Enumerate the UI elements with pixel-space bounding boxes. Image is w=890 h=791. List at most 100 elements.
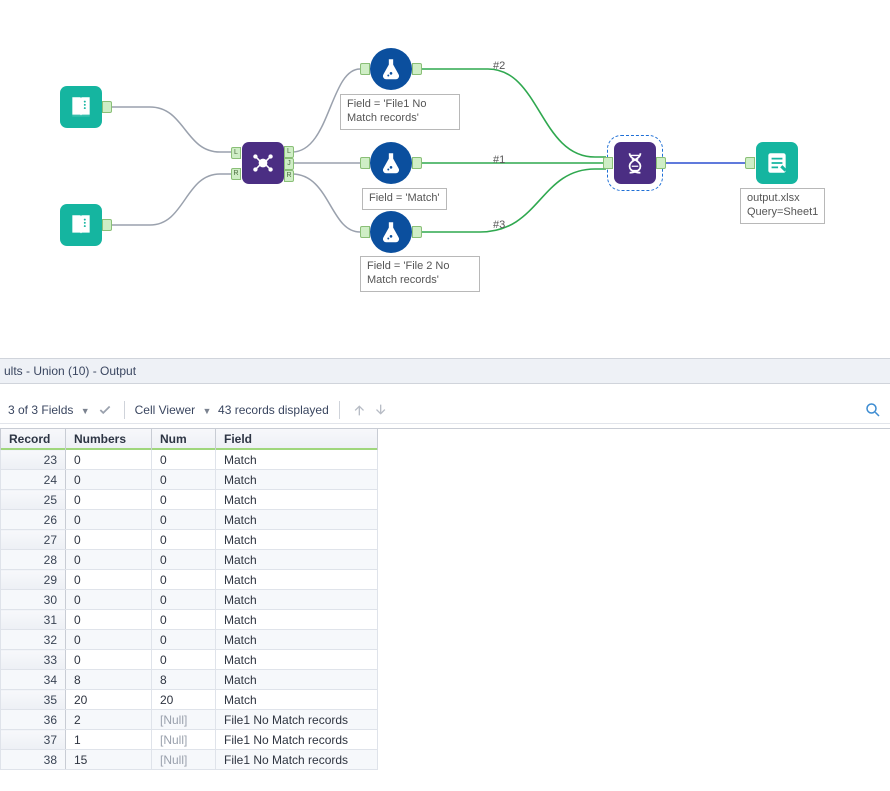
book-icon — [68, 212, 94, 238]
output-tool[interactable] — [756, 142, 798, 184]
table-row[interactable]: 2700Match — [1, 530, 378, 550]
cell-numbers: 20 — [66, 690, 152, 710]
join-out-R[interactable]: R — [284, 170, 294, 182]
tool-anchor-in[interactable] — [360, 157, 370, 169]
col-num[interactable]: Num — [152, 429, 216, 450]
cell-num: 8 — [152, 670, 216, 690]
cell-field: Match — [216, 470, 378, 490]
table-row[interactable]: 3000Match — [1, 590, 378, 610]
cell-num: 0 — [152, 630, 216, 650]
input-tool-2[interactable] — [60, 204, 102, 246]
results-panel-title: ults - Union (10) - Output — [0, 358, 890, 384]
records-count-label: 43 records displayed — [218, 403, 329, 417]
table-row[interactable]: 2500Match — [1, 490, 378, 510]
caret-icon: ▼ — [202, 406, 211, 416]
output-annot-l1: output.xlsx — [747, 192, 800, 204]
table-row[interactable]: 3488Match — [1, 670, 378, 690]
table-row[interactable]: 2600Match — [1, 510, 378, 530]
next-button[interactable] — [370, 400, 390, 420]
results-grid[interactable]: Record Numbers Num Field 2300Match2400Ma… — [0, 428, 890, 770]
cell-field: Match — [216, 530, 378, 550]
table-row[interactable]: 3815[Null]File1 No Match records — [1, 750, 378, 770]
cell-record: 24 — [1, 470, 66, 490]
cell-numbers: 0 — [66, 650, 152, 670]
table-row[interactable]: 3300Match — [1, 650, 378, 670]
formula-tool-1[interactable] — [370, 48, 412, 90]
tool-anchor-out[interactable] — [102, 219, 112, 231]
cell-numbers: 8 — [66, 670, 152, 690]
tool-anchor-in[interactable] — [603, 157, 613, 169]
workflow-canvas[interactable]: L R L J R Field = 'File1 No Match record… — [0, 0, 890, 345]
formula-tool-2[interactable] — [370, 142, 412, 184]
cell-record: 27 — [1, 530, 66, 550]
search-icon[interactable] — [864, 401, 882, 419]
tool-anchor-in[interactable] — [360, 63, 370, 75]
cell-numbers: 0 — [66, 570, 152, 590]
formula-annotation-1: Field = 'File1 No Match records' — [340, 94, 460, 130]
table-row[interactable]: 3100Match — [1, 610, 378, 630]
join-in-R[interactable]: R — [231, 168, 241, 180]
check-icon[interactable] — [96, 403, 114, 417]
formula-tool-3[interactable] — [370, 211, 412, 253]
join-out-J[interactable]: J — [284, 158, 294, 170]
prev-button[interactable] — [350, 400, 370, 420]
cell-record: 23 — [1, 450, 66, 470]
join-out-L[interactable]: L — [284, 146, 294, 158]
cell-numbers: 0 — [66, 550, 152, 570]
table-row[interactable]: 3200Match — [1, 630, 378, 650]
union-tool[interactable] — [614, 142, 656, 184]
fields-dropdown[interactable]: 3 of 3 Fields ▼ — [8, 403, 90, 417]
cell-num: 0 — [152, 510, 216, 530]
cell-num: 0 — [152, 450, 216, 470]
cell-record: 36 — [1, 710, 66, 730]
cell-viewer-label: Cell Viewer — [135, 403, 195, 417]
cell-field: Match — [216, 690, 378, 710]
cell-record: 26 — [1, 510, 66, 530]
tool-anchor-out[interactable] — [102, 101, 112, 113]
cell-field: Match — [216, 650, 378, 670]
cell-viewer-dropdown[interactable]: Cell Viewer ▼ — [135, 403, 212, 417]
tool-anchor-out[interactable] — [656, 157, 666, 169]
col-numbers[interactable]: Numbers — [66, 429, 152, 450]
table-row[interactable]: 362[Null]File1 No Match records — [1, 710, 378, 730]
cell-field: Match — [216, 510, 378, 530]
tool-anchor-out[interactable] — [412, 157, 422, 169]
cell-numbers: 0 — [66, 610, 152, 630]
cell-num: 0 — [152, 550, 216, 570]
separator — [339, 401, 340, 419]
col-field[interactable]: Field — [216, 429, 378, 450]
port-label-3: #3 — [493, 219, 505, 231]
cell-num: 0 — [152, 570, 216, 590]
output-annotation: output.xlsx Query=Sheet1 — [740, 188, 825, 224]
cell-record: 25 — [1, 490, 66, 510]
tool-anchor-out[interactable] — [412, 226, 422, 238]
cell-num: 0 — [152, 590, 216, 610]
tool-anchor-out[interactable] — [412, 63, 422, 75]
cell-field: Match — [216, 490, 378, 510]
flask-icon — [378, 150, 404, 176]
table-row[interactable]: 2900Match — [1, 570, 378, 590]
formula-annotation-2: Field = 'Match' — [362, 188, 447, 210]
input-tool-1[interactable] — [60, 86, 102, 128]
cell-numbers: 2 — [66, 710, 152, 730]
cell-record: 37 — [1, 730, 66, 750]
table-row[interactable]: 371[Null]File1 No Match records — [1, 730, 378, 750]
cell-num: 0 — [152, 650, 216, 670]
cell-record: 32 — [1, 630, 66, 650]
col-record[interactable]: Record — [1, 429, 66, 450]
tool-anchor-in[interactable] — [360, 226, 370, 238]
join-icon — [250, 150, 276, 176]
fields-label: 3 of 3 Fields — [8, 403, 73, 417]
join-in-L[interactable]: L — [231, 147, 241, 159]
flask-icon — [378, 219, 404, 245]
table-row[interactable]: 352020Match — [1, 690, 378, 710]
tool-anchor-in[interactable] — [745, 157, 755, 169]
join-tool[interactable] — [242, 142, 284, 184]
table-row[interactable]: 2800Match — [1, 550, 378, 570]
table-row[interactable]: 2300Match — [1, 450, 378, 470]
table-row[interactable]: 2400Match — [1, 470, 378, 490]
port-label-2: #2 — [493, 60, 505, 72]
cell-numbers: 0 — [66, 490, 152, 510]
dna-icon — [622, 150, 648, 176]
cell-numbers: 0 — [66, 630, 152, 650]
